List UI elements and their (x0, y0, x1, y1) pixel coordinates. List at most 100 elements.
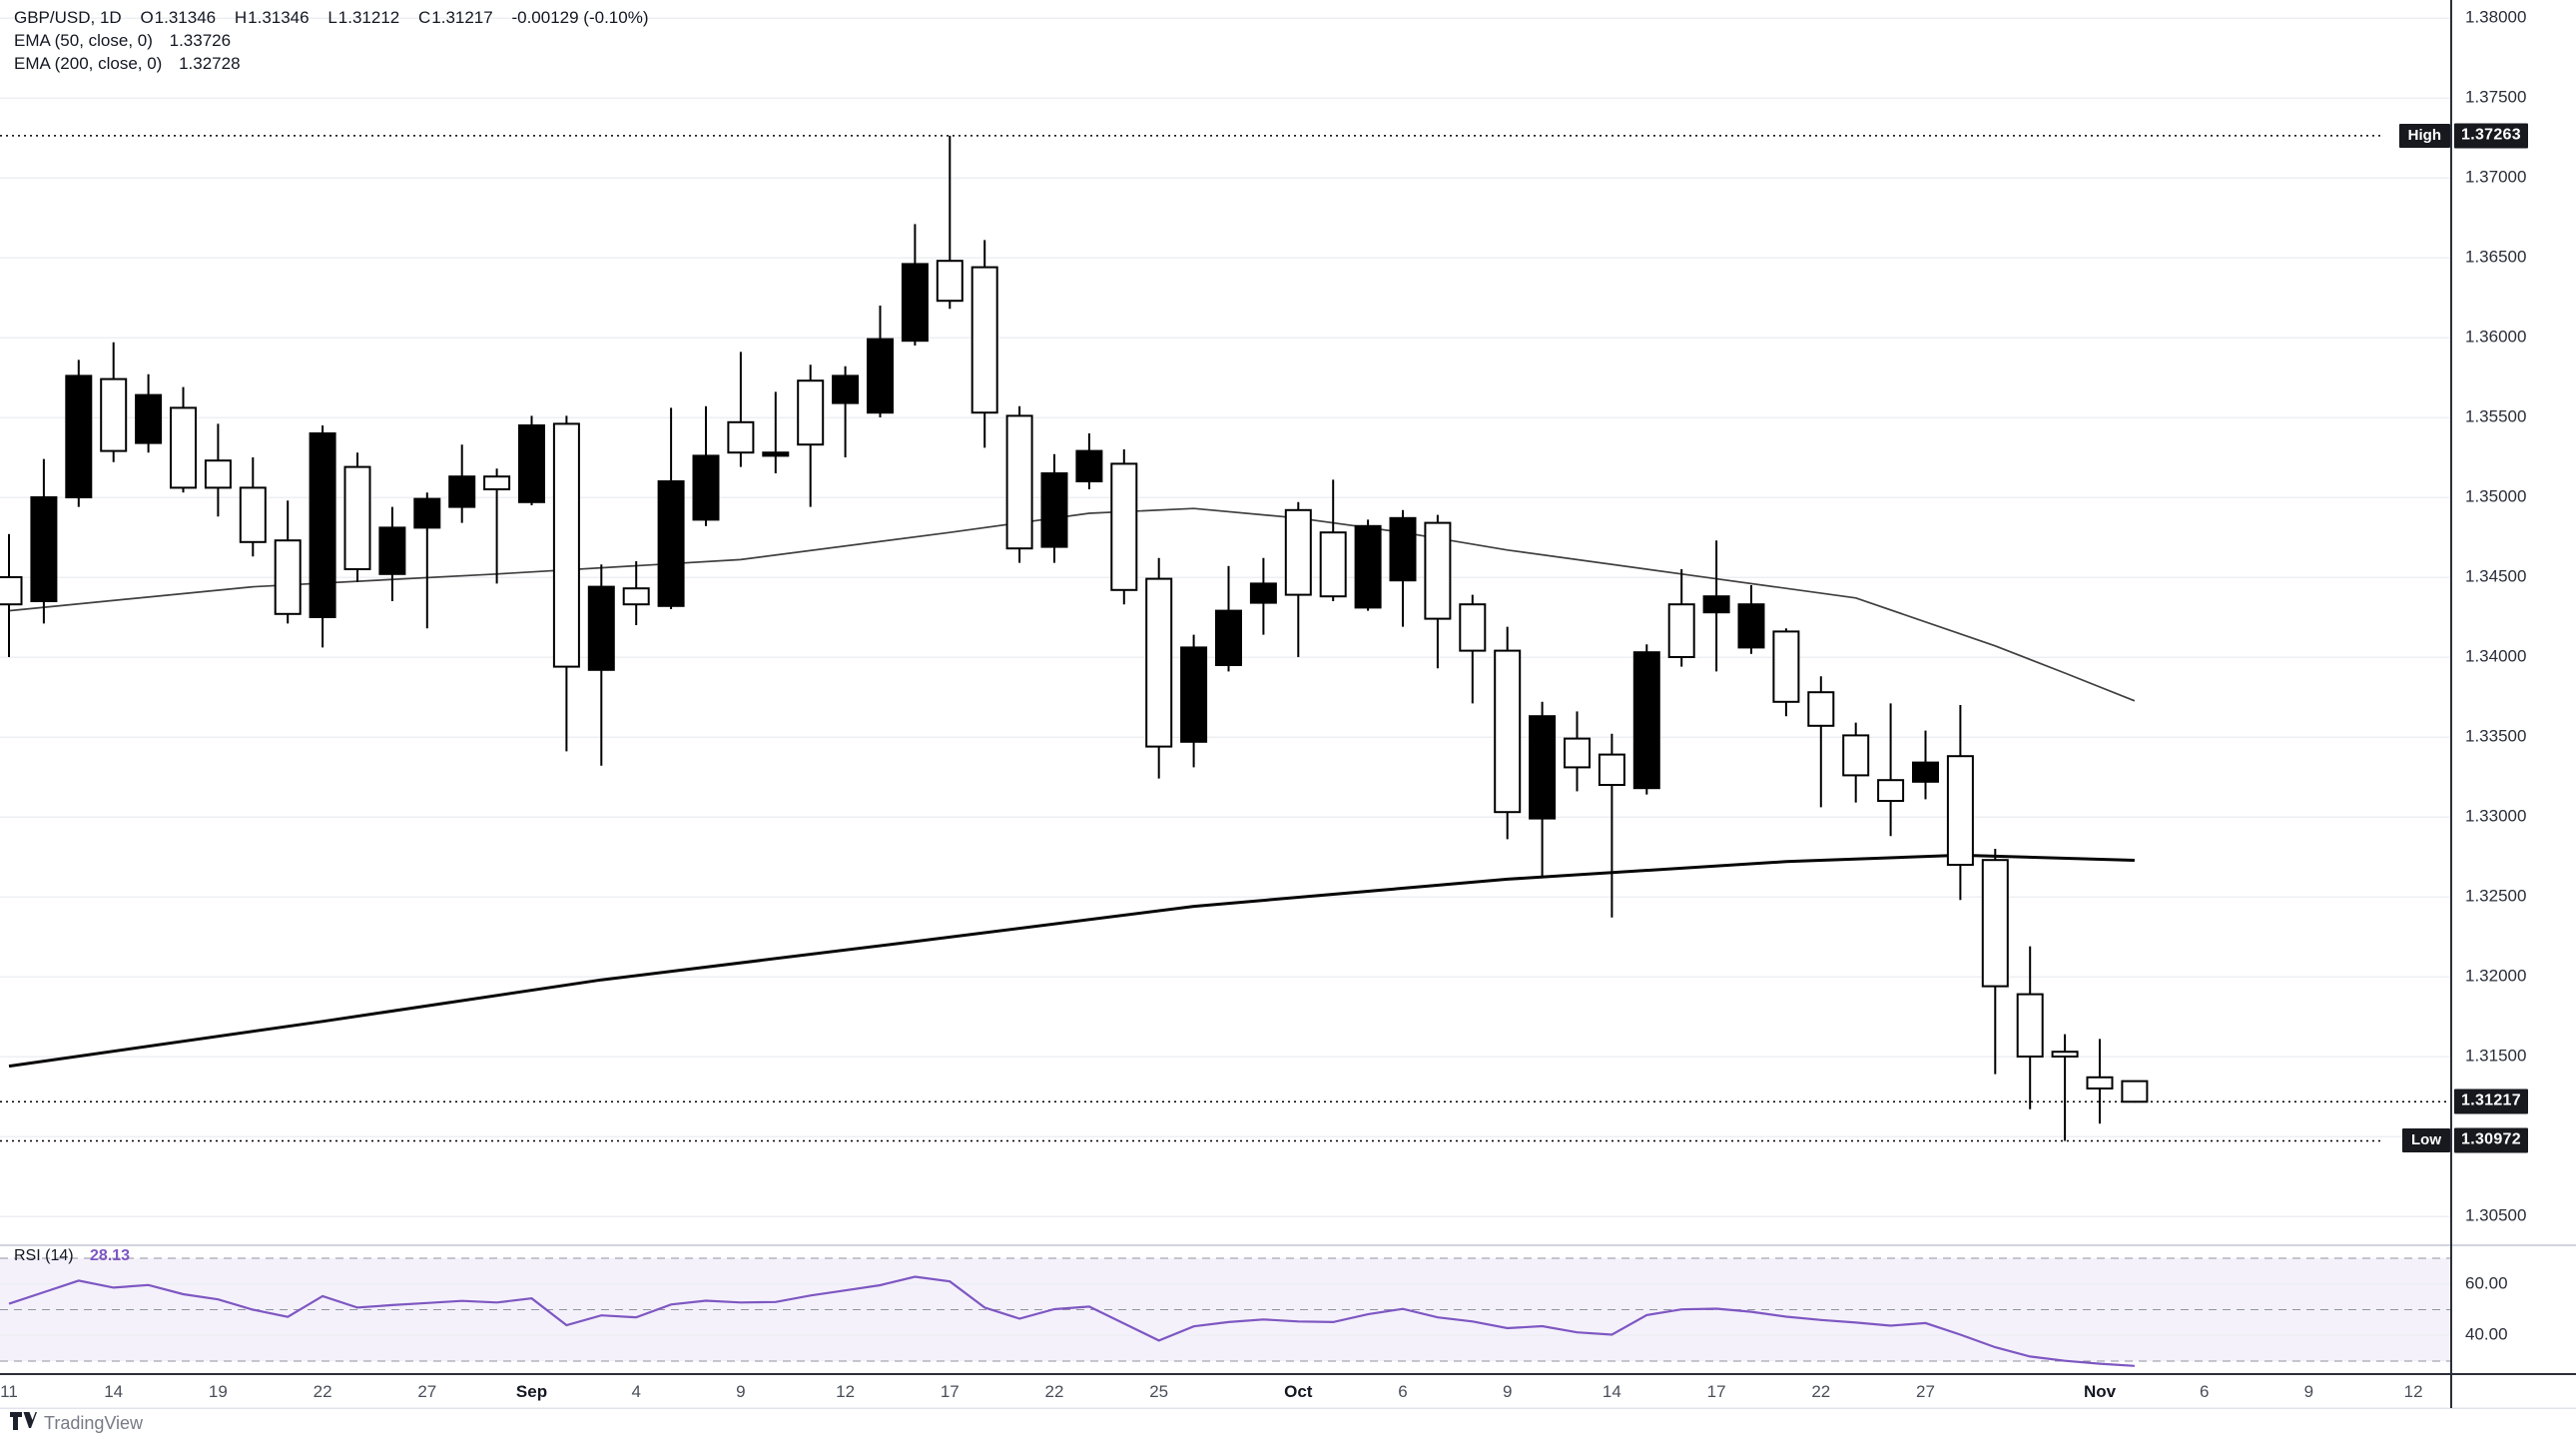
candle (1075, 433, 1103, 489)
candle (970, 240, 998, 448)
candle (1807, 676, 1835, 808)
high-marker-chip: High (2398, 123, 2450, 148)
candle (100, 342, 128, 462)
candle (1702, 540, 1730, 672)
time-tick-label: 17 (1706, 1382, 1726, 1401)
candle (448, 444, 476, 523)
candle (1284, 501, 1312, 657)
price-tick-label: 1.36000 (2465, 327, 2527, 347)
candle (1459, 594, 1487, 704)
candle (204, 423, 232, 517)
time-tick-label: 12 (836, 1382, 856, 1401)
price-tick-label: 1.33500 (2465, 726, 2527, 746)
candle (1877, 703, 1905, 837)
time-tick-label: 22 (1811, 1382, 1831, 1401)
ohlc-close: C1.31217 (417, 8, 493, 27)
time-tick-label: 6 (2199, 1382, 2210, 1401)
ohlc-low: L1.31212 (327, 8, 400, 27)
ema50-label: EMA (50, close, 0) (14, 31, 153, 50)
candle (274, 500, 302, 624)
candle (1981, 849, 2009, 1075)
price-tick-label: 1.35000 (2465, 486, 2527, 506)
candle (1667, 569, 1695, 667)
ema50-legend-row[interactable]: EMA (50, close, 0) 1.33726 (14, 29, 648, 52)
candle (2121, 1080, 2149, 1103)
candle (2016, 946, 2044, 1109)
candle (1946, 705, 1974, 901)
time-tick-label: 9 (2303, 1382, 2314, 1401)
tradingview-logo-icon (10, 1412, 37, 1430)
change-value: -0.00129 (-0.10%) (511, 8, 649, 27)
price-tick-label: 1.31500 (2465, 1046, 2527, 1066)
candle (1529, 701, 1557, 877)
candle (1215, 565, 1242, 672)
low-price-badge: 1.30972 (2454, 1127, 2528, 1153)
last-price-badge: 1.31217 (2454, 1088, 2528, 1114)
candle (727, 352, 755, 467)
time-tick-label: 27 (417, 1382, 437, 1401)
tradingview-logo-text: TradingView (44, 1412, 144, 1433)
price-tick-label: 1.30500 (2465, 1205, 2527, 1225)
candle (797, 364, 825, 507)
candle (1389, 509, 1417, 627)
rsi-legend-row[interactable]: RSI (14) 28.13 (14, 1247, 130, 1265)
candle (1632, 644, 1660, 795)
candle (1005, 405, 1033, 563)
candle (762, 391, 790, 473)
symbol-legend-row[interactable]: GBP/USD, 1D O1.31346 H1.31346 L1.31212 C… (14, 6, 648, 29)
ema200-line (8, 853, 2135, 1069)
time-tick-label: 22 (1044, 1382, 1064, 1401)
time-tick-label: 25 (1149, 1382, 1169, 1401)
candle (657, 407, 685, 609)
time-tick-label: 14 (1602, 1382, 1621, 1401)
rsi-line (8, 1275, 2135, 1367)
tradingview-logo[interactable]: TradingView (10, 1412, 143, 1434)
candle (832, 365, 860, 457)
candle (1424, 514, 1452, 669)
time-tick-label: 11 (0, 1382, 18, 1401)
candle (1180, 634, 1208, 768)
candle (692, 405, 720, 526)
time-tick-label: 4 (631, 1382, 641, 1401)
candle (518, 415, 545, 505)
candle (2086, 1039, 2114, 1124)
time-tick-label: 12 (2403, 1382, 2423, 1401)
ohlc-high: H1.31346 (234, 8, 310, 27)
price-tick-label: 1.36500 (2465, 247, 2527, 267)
candle (1912, 730, 1939, 800)
time-tick-label: 6 (1398, 1382, 1408, 1401)
time-tick-label-month: Nov (2083, 1382, 2117, 1401)
candle (1598, 733, 1625, 918)
ema200-label: EMA (200, close, 0) (14, 54, 163, 73)
candle (0, 533, 23, 657)
time-tick-label: 17 (940, 1382, 960, 1401)
candle (1737, 585, 1765, 654)
candle (413, 492, 441, 629)
candle (309, 425, 336, 648)
rsi-tick-label: 60.00 (2465, 1273, 2508, 1293)
candle (135, 373, 163, 453)
candle (622, 561, 650, 625)
candles (0, 135, 2149, 1141)
high-price-badge: 1.37263 (2454, 123, 2528, 149)
rsi-value: 28.13 (90, 1247, 131, 1264)
time-tick-label: 9 (1502, 1382, 1513, 1401)
candle (1145, 557, 1173, 779)
ema200-legend-row[interactable]: EMA (200, close, 0) 1.32728 (14, 52, 648, 75)
candle (30, 458, 58, 624)
marker-lines (0, 135, 2451, 1142)
price-tick-label: 1.34000 (2465, 646, 2527, 666)
symbol-title: GBP/USD, 1D (14, 8, 122, 27)
candle (1564, 711, 1591, 792)
rsi-band (0, 1257, 2451, 1362)
candle (552, 415, 580, 752)
candle (483, 468, 511, 584)
candle (587, 564, 615, 766)
ohlc-open: O1.31346 (140, 8, 217, 27)
time-tick-label: 22 (313, 1382, 332, 1401)
candle (65, 360, 93, 507)
candle (1494, 626, 1522, 840)
time-tick-label: 27 (1916, 1382, 1935, 1401)
